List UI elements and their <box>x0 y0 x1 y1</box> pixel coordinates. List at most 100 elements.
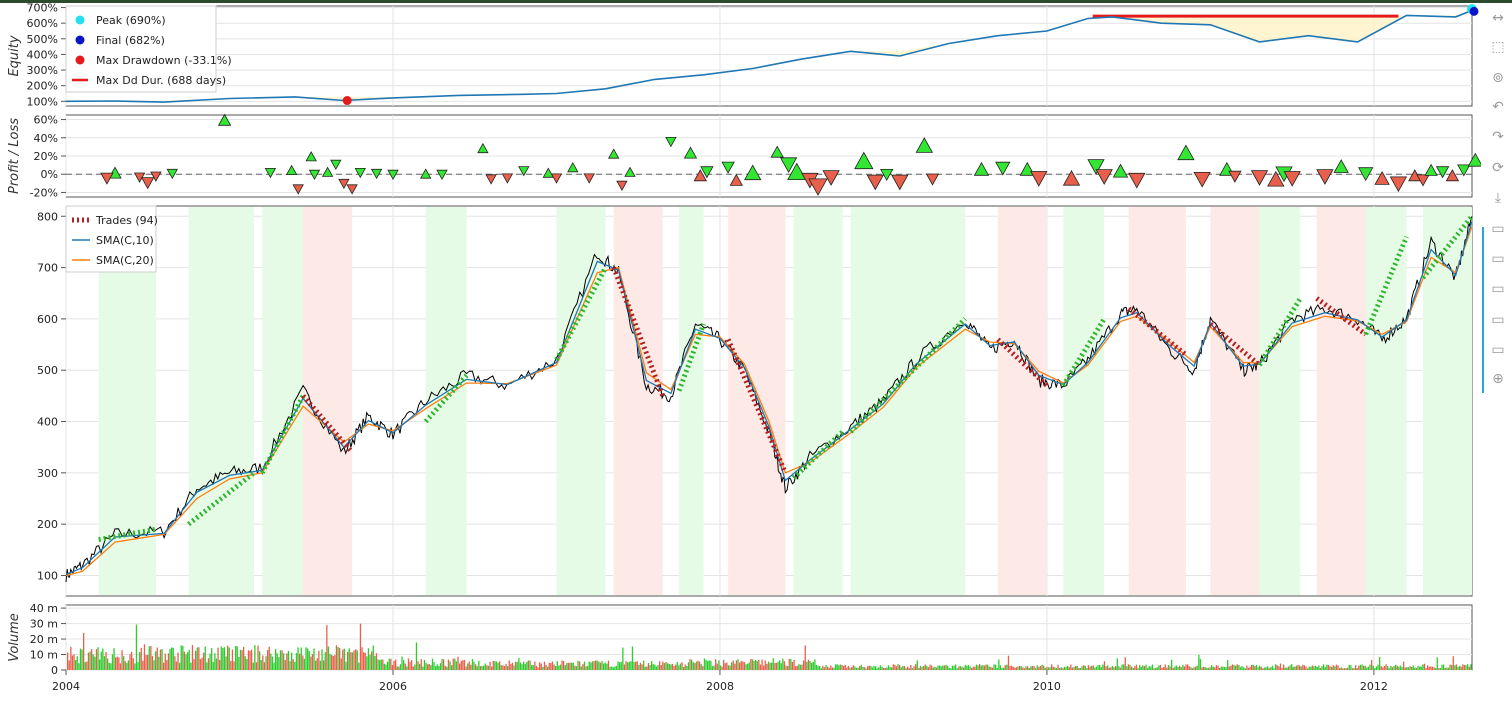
save-icon[interactable]: ⤓ <box>1494 190 1502 206</box>
volume-bar <box>1260 666 1262 670</box>
volume-bar <box>1009 665 1011 670</box>
volume-bar <box>1363 665 1365 670</box>
volume-bar <box>1198 655 1200 670</box>
volume-bar <box>387 661 389 670</box>
volume-bar <box>596 660 598 670</box>
backtest-chart[interactable]: 100% 200% 300% 400% 500% 600% 700% Equity Peak (… <box>0 0 1481 703</box>
box-zoom-icon[interactable]: ⬚ <box>1491 39 1505 55</box>
hover-tooltip-icon-4[interactable]: ▭ <box>1491 312 1505 328</box>
trade-marker <box>822 170 840 186</box>
volume-bar <box>647 663 650 670</box>
trade-marker <box>1128 172 1146 189</box>
wheel-zoom-icon[interactable]: ⊚ <box>1492 70 1504 86</box>
reset-icon[interactable]: ⟳ <box>1492 160 1504 176</box>
volume-bar <box>1404 667 1406 670</box>
volume-bar <box>1321 666 1323 670</box>
y-tick-label: 60% <box>34 114 58 127</box>
volume-bar <box>777 661 779 670</box>
volume-bar <box>649 665 651 670</box>
volume-bar <box>748 662 750 670</box>
volume-bar <box>969 666 971 670</box>
volume-bar <box>980 665 982 670</box>
volume-bar <box>518 657 520 670</box>
volume-bar <box>1465 665 1467 670</box>
volume-bar <box>427 664 429 670</box>
volume-bar <box>540 663 542 670</box>
volume-bar <box>1289 665 1291 670</box>
trade-line <box>1061 317 1107 387</box>
volume-bar <box>391 664 394 670</box>
volume-bar <box>1391 667 1394 670</box>
volume-bar <box>1419 666 1421 670</box>
hover-tooltip-icon-2[interactable]: ▭ <box>1491 251 1505 267</box>
volume-bar <box>1283 664 1285 670</box>
volume-bar <box>1033 666 1035 670</box>
volume-bar <box>497 662 499 670</box>
volume-bar <box>147 654 149 670</box>
volume-bar <box>659 661 661 670</box>
trade-marker <box>518 166 530 177</box>
volume-bar <box>254 645 256 670</box>
volume-bar <box>1099 664 1101 670</box>
volume-bar <box>1313 666 1315 670</box>
volume-bar <box>299 653 301 670</box>
volume-bar <box>508 660 510 670</box>
volume-bar <box>619 662 621 670</box>
volume-bar <box>123 656 125 670</box>
volume-bar <box>1383 665 1386 670</box>
volume-bar <box>527 660 530 670</box>
volume-bar <box>556 661 558 670</box>
volume-bar <box>219 659 221 670</box>
trade-marker <box>608 148 620 159</box>
crosshair-icon[interactable]: ⊕ <box>1492 371 1504 387</box>
volume-bar <box>1431 666 1434 670</box>
volume-bar <box>1470 664 1472 670</box>
x-tick-label: 2012 <box>1360 680 1388 693</box>
volume-bar <box>1412 665 1414 670</box>
volume-bar <box>1044 667 1046 670</box>
volume-bar <box>1302 664 1304 670</box>
volume-bar <box>1124 657 1126 670</box>
volume-bar <box>1347 667 1349 670</box>
legend-box <box>65 205 157 273</box>
volume-bar <box>270 653 272 670</box>
pan-x-icon[interactable]: ↔ <box>1492 10 1504 26</box>
volume-bar <box>820 668 822 670</box>
volume-bar <box>457 656 459 670</box>
volume-bar <box>1259 665 1261 670</box>
volume-bar <box>742 661 744 670</box>
volume-bar <box>1001 667 1003 670</box>
volume-bar <box>547 666 549 670</box>
redo-icon[interactable]: ↷ <box>1492 129 1504 145</box>
volume-bar <box>977 665 979 670</box>
volume-bar <box>475 664 477 670</box>
volume-bar <box>1159 664 1162 670</box>
volume-bar <box>143 644 146 670</box>
hover-tooltip-icon-1[interactable]: ▭ <box>1491 221 1505 237</box>
volume-bar <box>1255 664 1258 670</box>
volume-bar <box>873 665 875 670</box>
volume-bar <box>185 654 187 670</box>
trade-shading <box>1063 207 1105 595</box>
volume-bar <box>947 665 949 670</box>
hover-tooltip-icon-3[interactable]: ▭ <box>1491 281 1505 297</box>
volume-bar <box>790 659 792 670</box>
volume-bar <box>827 666 829 670</box>
volume-bar <box>603 663 605 670</box>
volume-bar <box>699 661 701 670</box>
volume-bar <box>478 660 480 670</box>
volume-bar <box>787 666 789 670</box>
volume-bar <box>289 661 291 670</box>
hover-tooltip-icon-5[interactable]: ▭ <box>1491 342 1505 358</box>
volume-bar <box>275 649 277 670</box>
volume-bar <box>1060 667 1062 670</box>
volume-bar <box>940 666 942 670</box>
undo-icon[interactable]: ↶ <box>1492 99 1504 115</box>
volume-bar <box>683 667 685 670</box>
volume-bar <box>307 648 309 670</box>
volume-bar <box>483 665 485 670</box>
volume-bar <box>102 648 104 670</box>
volume-bar <box>884 668 886 670</box>
volume-bar <box>235 646 237 670</box>
volume-bar <box>1348 664 1350 670</box>
